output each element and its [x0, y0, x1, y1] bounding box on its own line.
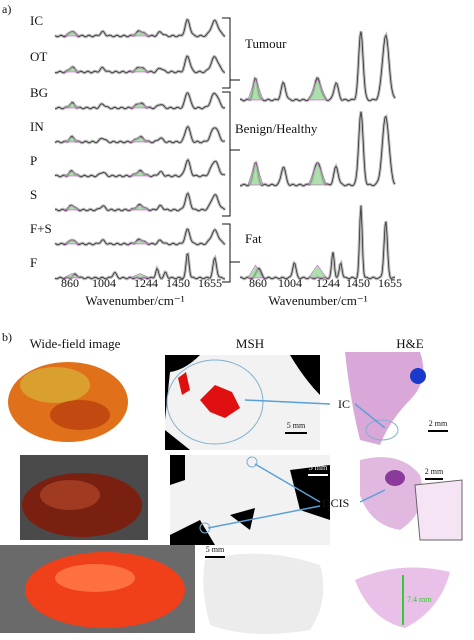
band-fill	[129, 66, 151, 73]
band-fill	[129, 239, 151, 245]
annotation: DCIS	[322, 496, 349, 510]
x-tick-label: 860	[61, 276, 79, 290]
x-tick-label: 1004	[278, 276, 302, 290]
band-fill	[63, 239, 81, 245]
x-tick-label: 1244	[134, 276, 158, 290]
row-label: OT	[30, 49, 47, 64]
panel-label: a)	[2, 2, 11, 16]
row-label: S	[30, 187, 37, 202]
msh-map	[200, 545, 330, 635]
band-fill	[247, 264, 264, 279]
spectrum	[54, 159, 226, 178]
band-fill	[129, 170, 151, 177]
band-fill	[62, 30, 82, 37]
spectrum	[54, 253, 226, 280]
bracket	[222, 91, 240, 217]
bracket	[222, 223, 240, 283]
band-fill	[129, 102, 151, 109]
x-tick-label: 1655	[378, 276, 402, 290]
band-fill	[247, 161, 264, 186]
scale-label: 5 mm	[206, 545, 225, 554]
group-label: Benign/Healthy	[235, 121, 318, 136]
msh-map	[165, 355, 320, 450]
band-fill	[307, 264, 328, 279]
x-tick-label: 1655	[198, 276, 222, 290]
group-label: Fat	[245, 231, 262, 246]
row-label: IN	[30, 119, 44, 134]
arrow	[207, 399, 386, 529]
row-label: F	[30, 255, 37, 270]
row-label: F+S	[30, 221, 52, 236]
x-tick-label: 860	[249, 276, 267, 290]
column-header: H&E	[396, 336, 424, 351]
column-header: Wide-field image	[30, 336, 121, 351]
band-fill	[62, 204, 82, 211]
band-fill	[129, 273, 151, 279]
bracket	[222, 17, 240, 89]
band-fill	[129, 30, 151, 37]
row-label: P	[30, 153, 37, 168]
scale-label: 5 mm	[309, 463, 328, 472]
group-label: Tumour	[245, 36, 287, 51]
x-tick-label: 1450	[346, 276, 370, 290]
panel-label: b)	[2, 330, 12, 344]
x-tick-label: 1244	[316, 276, 340, 290]
column-header: MSH	[236, 336, 264, 351]
scale-label: 7.4 mm	[407, 595, 432, 604]
row-label: IC	[30, 13, 43, 28]
band-fill	[62, 102, 82, 109]
band-fill	[307, 77, 328, 101]
msh-map	[170, 455, 330, 545]
spectrum	[55, 192, 226, 212]
he-image	[340, 545, 470, 635]
band-fill	[247, 77, 264, 101]
band-fill	[129, 204, 151, 211]
band-fill	[62, 136, 82, 143]
band-fill	[129, 136, 151, 143]
he-image	[340, 350, 460, 450]
scale-label: 2 mm	[425, 467, 444, 476]
band-fill	[62, 66, 82, 73]
scale-label: 5 mm	[287, 421, 306, 430]
x-tick-label: 1004	[92, 276, 116, 290]
x-tick-label: 1450	[166, 276, 190, 290]
photo	[20, 455, 148, 540]
axis-label: Wavenumber/cm⁻¹	[85, 293, 184, 308]
row-label: BG	[30, 85, 48, 100]
band-fill	[63, 273, 81, 279]
band-fill	[307, 161, 328, 186]
photo	[0, 545, 195, 633]
axis-label: Wavenumber/cm⁻¹	[268, 293, 367, 308]
photo	[5, 358, 135, 446]
scale-label: 2 mm	[429, 419, 448, 428]
band-fill	[62, 170, 82, 177]
annotation: IC	[338, 397, 350, 411]
